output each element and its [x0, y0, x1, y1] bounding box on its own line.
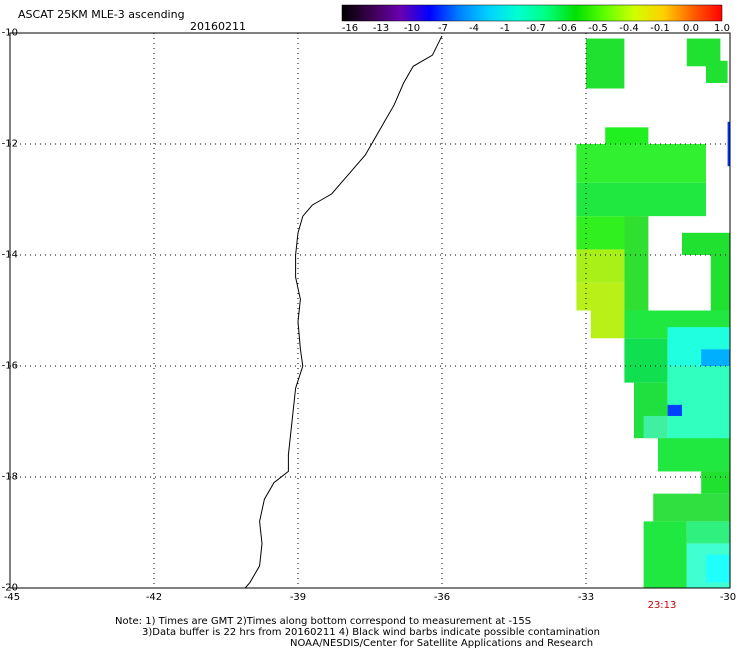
colorbar — [341, 4, 723, 22]
latitude-label: -12 — [1, 138, 18, 150]
latitude-label: -18 — [1, 471, 18, 483]
colorbar-label: -13 — [372, 23, 390, 34]
data-cell — [643, 521, 687, 588]
longitude-label: -30 — [719, 592, 737, 603]
data-cell — [653, 493, 730, 522]
data-cell — [682, 232, 730, 255]
note-line-1: Note: 1) Times are GMT 2)Times along bot… — [115, 616, 532, 627]
data-cell — [658, 438, 730, 472]
colorbar-label: -0.5 — [588, 23, 608, 34]
data-cell — [686, 521, 730, 544]
colorbar-gradient — [341, 4, 723, 22]
colorbar-label: -0.6 — [557, 23, 577, 34]
product-date: 20160211 — [190, 20, 246, 33]
data-cell — [576, 182, 706, 217]
colorbar-label: -4 — [469, 23, 479, 34]
data-cell — [701, 471, 730, 494]
longitude-label: -33 — [577, 592, 595, 603]
data-cell — [706, 554, 730, 583]
note-line-2: 3)Data buffer is 22 hrs from 20160211 4)… — [142, 627, 600, 638]
colorbar-label: 0.0 — [683, 23, 699, 34]
colorbar-label: -0.7 — [526, 23, 546, 34]
latitude-label: -16 — [1, 360, 18, 372]
data-cell — [624, 216, 649, 311]
wind-data-cells — [576, 38, 730, 588]
longitude-label: -45 — [3, 592, 21, 603]
plot-frame — [9, 32, 731, 589]
data-cell — [576, 282, 625, 311]
colorbar-label: -7 — [438, 23, 448, 34]
colorbar-label: -0.1 — [650, 23, 670, 34]
latitude-label: -14 — [1, 249, 18, 261]
longitude-label: -42 — [145, 592, 163, 603]
data-cell — [667, 404, 682, 416]
data-cell — [576, 249, 625, 283]
colorbar-label: -10 — [403, 23, 421, 34]
colorbar-label: -16 — [341, 23, 359, 34]
pass-time: 23:13 — [647, 600, 677, 611]
longitude-label: -36 — [433, 592, 451, 603]
latitude-label: -10 — [1, 27, 18, 39]
longitude-label: -39 — [289, 592, 307, 603]
product-title: ASCAT 25KM MLE-3 ascending — [18, 8, 185, 21]
data-cell — [710, 255, 730, 311]
colorbar-label: -0.4 — [619, 23, 639, 34]
data-cell — [643, 415, 668, 439]
data-cell — [706, 60, 728, 83]
coastline — [244, 35, 443, 589]
data-cell — [590, 310, 625, 339]
latitude-label: -20 — [1, 582, 18, 594]
data-cell — [576, 144, 706, 183]
colorbar-label: -1 — [500, 23, 510, 34]
data-cell — [586, 38, 625, 89]
colorbar-label: 1.0 — [714, 23, 730, 34]
data-cell — [624, 338, 668, 383]
note-credit: NOAA/NESDIS/Center for Satellite Applica… — [290, 638, 594, 649]
data-cell — [727, 121, 730, 167]
